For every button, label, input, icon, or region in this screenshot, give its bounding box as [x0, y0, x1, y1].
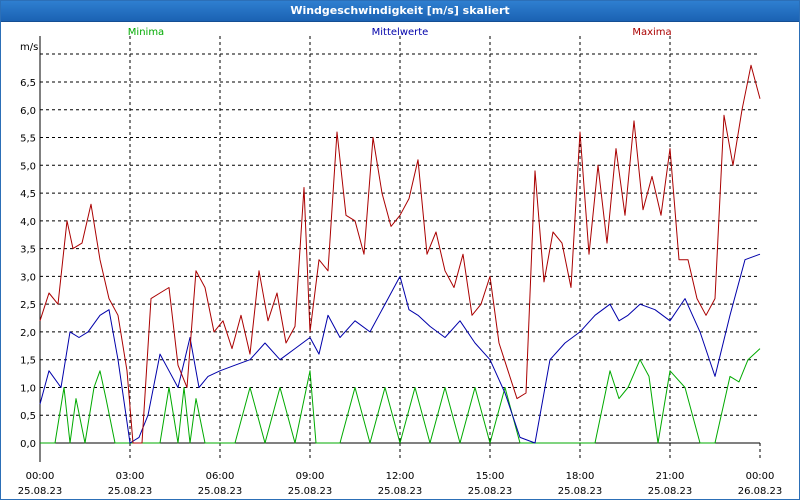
y-tick-label: 6,0	[20, 106, 36, 117]
series-line-minima	[40, 348, 761, 444]
y-tick-label: 1,5	[20, 356, 36, 367]
x-tick-date-label: 25.08.23	[378, 486, 423, 497]
x-tick-time-label: 15:00	[476, 471, 505, 482]
x-tick-time-label: 09:00	[296, 471, 325, 482]
y-tick-label: 0,5	[20, 411, 36, 422]
y-tick-label: 2,5	[20, 300, 36, 311]
y-tick-label: 5,0	[20, 161, 36, 172]
x-tick-time-label: 00:00	[746, 471, 775, 482]
y-tick-label: 3,5	[20, 245, 36, 256]
x-tick-time-label: 18:00	[566, 471, 595, 482]
x-tick-date-label: 25.08.23	[288, 486, 333, 497]
legend-mittelwerte: Mittelwerte	[372, 27, 429, 38]
y-tick-label: 6,5	[20, 78, 36, 89]
series-line-maxima	[39, 64, 761, 444]
y-tick-label: 5,5	[20, 134, 36, 145]
x-tick-date-label: 25.08.23	[198, 486, 243, 497]
y-tick-label: 4,0	[20, 217, 36, 228]
x-tick-time-label: 00:00	[26, 471, 55, 482]
series-line-mittelwerte	[39, 253, 761, 444]
x-tick-date-label: 25.08.23	[18, 486, 63, 497]
x-tick-date-label: 26.08.23	[738, 486, 783, 497]
legend-minima: Minima	[128, 27, 164, 38]
y-tick-label: 1,0	[20, 383, 36, 394]
y-tick-label: 2,0	[20, 328, 36, 339]
x-tick-date-label: 25.08.23	[648, 486, 693, 497]
x-tick-date-label: 25.08.23	[468, 486, 513, 497]
x-tick-time-label: 03:00	[116, 471, 145, 482]
x-tick-time-label: 06:00	[206, 471, 235, 482]
y-axis-unit-label: m/s	[20, 42, 38, 53]
y-tick-label: 3,0	[20, 272, 36, 283]
window-title: Windgeschwindigkeit [m/s] skaliert	[290, 4, 510, 17]
x-tick-date-label: 25.08.23	[558, 486, 603, 497]
title-bar: Windgeschwindigkeit [m/s] skaliert	[1, 1, 799, 22]
y-tick-label: 0,0	[20, 439, 36, 450]
x-tick-date-label: 25.08.23	[108, 486, 153, 497]
x-tick-time-label: 21:00	[656, 471, 685, 482]
x-tick-time-label: 12:00	[386, 471, 415, 482]
y-tick-label: 4,5	[20, 189, 36, 200]
legend-maxima: Maxima	[632, 27, 671, 38]
